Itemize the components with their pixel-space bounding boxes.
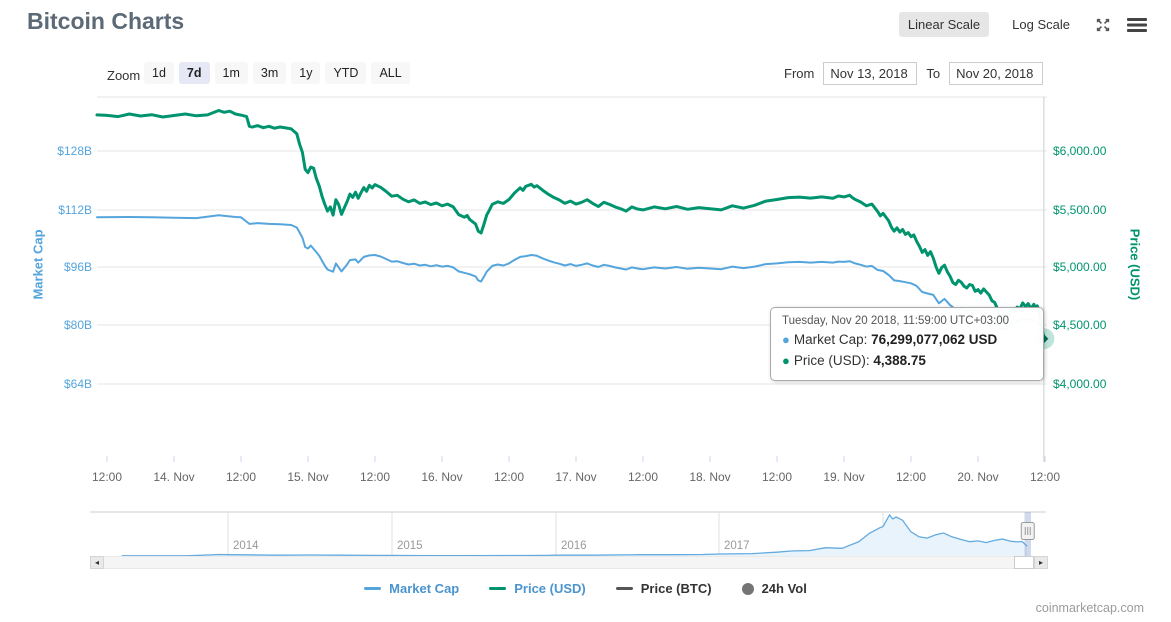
x-axis-tick-label: 18. Nov: [689, 470, 730, 484]
zoom-ytd-button[interactable]: YTD: [325, 62, 367, 84]
legend-line-swatch-icon: [489, 587, 507, 590]
x-axis-tick-label: 12:00: [92, 470, 122, 484]
linear-scale-button[interactable]: Linear Scale: [898, 12, 990, 37]
scale-controls: Linear Scale Log Scale: [898, 12, 1147, 37]
x-axis-tick-label: 12:00: [360, 470, 390, 484]
zoom-1y-button[interactable]: 1y: [291, 62, 321, 84]
left-axis-tick-label: $128B: [57, 144, 92, 158]
legend-item-24h-vol[interactable]: 24h Vol: [741, 581, 807, 596]
log-scale-button[interactable]: Log Scale: [1012, 17, 1070, 32]
x-axis-tick-label: 12:00: [494, 470, 524, 484]
left-axis-tick-label: $80B: [64, 318, 92, 332]
zoom-7d-button[interactable]: 7d: [178, 62, 210, 84]
legend-circle-swatch-icon: [741, 582, 754, 595]
x-axis-tick-label: 15. Nov: [287, 470, 328, 484]
x-axis-tick-label: 12:00: [628, 470, 658, 484]
price-bullet-icon: ●: [782, 352, 790, 368]
tooltip-row-price: ● Price (USD): 4,388.75: [782, 351, 1032, 372]
x-axis-tick-label: 12:00: [896, 470, 926, 484]
chart-legend: Market Cap Price (USD) Price (BTC) 24h Vol: [0, 581, 1171, 596]
left-axis-tick-label: $96B: [64, 260, 92, 274]
tooltip-price-label: Price (USD):: [793, 352, 870, 368]
tooltip-market-cap-value: 76,299,077,062 USD: [871, 332, 998, 347]
market-cap-bullet-icon: ●: [782, 332, 790, 347]
menu-hamburger-icon[interactable]: [1127, 15, 1147, 35]
to-date-input[interactable]: [949, 62, 1044, 85]
scrollbar-left-arrow-button[interactable]: ◂: [90, 556, 104, 569]
x-axis-tick-label: 14. Nov: [153, 470, 194, 484]
date-range-controls: From To: [784, 62, 1044, 85]
tooltip-date: Tuesday, Nov 20 2018, 11:59:00 UTC+03:00: [782, 315, 1010, 327]
x-axis-tick-label: 12:00: [1030, 470, 1060, 484]
legend-item-market-cap[interactable]: Market Cap: [364, 581, 459, 596]
left-axis-tick-label: $64B: [64, 377, 92, 391]
tooltip-row-market-cap: ● Market Cap: 76,299,077,062 USD: [782, 330, 1032, 351]
fullscreen-expand-icon[interactable]: [1093, 15, 1113, 35]
legend-item-label: 24h Vol: [761, 581, 807, 596]
x-axis-tick-label: 12:00: [226, 470, 256, 484]
x-axis-tick-label: 17. Nov: [555, 470, 596, 484]
tooltip-market-cap-label: Market Cap:: [793, 332, 868, 347]
navigator-year-label: 2017: [724, 540, 750, 552]
legend-item-label: Price (BTC): [640, 581, 712, 596]
x-axis-tick-label: 20. Nov: [957, 470, 998, 484]
right-axis-tick-label: $5,500.00: [1053, 203, 1107, 217]
page-title: Bitcoin Charts: [27, 8, 185, 34]
watermark: coinmarketcap.com: [1035, 601, 1144, 615]
navigator-area: [121, 515, 1028, 556]
chart-tooltip: Tuesday, Nov 20 2018, 11:59:00 UTC+03:00…: [770, 307, 1044, 381]
right-axis-tick-label: $6,000.00: [1053, 144, 1107, 158]
legend-item-price-usd[interactable]: Price (USD): [489, 581, 586, 596]
tooltip-price-value: 4,388.75: [873, 352, 926, 368]
x-axis-tick-label: 19. Nov: [823, 470, 864, 484]
zoom-label: Zoom: [107, 68, 141, 83]
legend-item-label: Price (USD): [514, 581, 586, 596]
navigator-line: [121, 513, 1028, 557]
navigator-handle[interactable]: [1020, 522, 1035, 540]
right-axis-tick-label: $5,000.00: [1053, 260, 1107, 274]
zoom-all-button[interactable]: ALL: [371, 62, 410, 84]
zoom-range-buttons: 1d 7d 1m 3m 1y YTD ALL: [144, 62, 410, 84]
navigator-year-label: 2016: [561, 540, 587, 552]
zoom-1m-button[interactable]: 1m: [214, 62, 248, 84]
right-axis-tick-label: $4,000.00: [1053, 377, 1107, 391]
legend-item-label: Market Cap: [389, 581, 460, 596]
from-label: From: [784, 66, 815, 81]
x-axis-tick-label: 12:00: [762, 470, 792, 484]
market-cap-line: [96, 214, 1045, 340]
x-axis-tick-label: 16. Nov: [421, 470, 462, 484]
navigator-year-label: 2015: [397, 540, 423, 552]
zoom-3m-button[interactable]: 3m: [252, 62, 287, 84]
scrollbar-right-arrow-button[interactable]: ▸: [1034, 556, 1048, 569]
right-axis-tick-label: $4,500.00: [1053, 318, 1107, 332]
legend-item-price-btc[interactable]: Price (BTC): [615, 581, 712, 596]
navigator-scrollbar-track[interactable]: [90, 556, 1048, 569]
legend-line-swatch-icon: [615, 587, 633, 590]
legend-line-swatch-icon: [364, 587, 382, 590]
price-usd-line: [95, 109, 1046, 341]
to-label: To: [926, 66, 941, 81]
navigator-year-label: 2014: [233, 540, 259, 552]
left-axis-tick-label: $112B: [58, 203, 92, 217]
scrollbar-thumb[interactable]: [1014, 556, 1034, 569]
from-date-input[interactable]: [823, 62, 918, 85]
zoom-1d-button[interactable]: 1d: [144, 62, 174, 84]
